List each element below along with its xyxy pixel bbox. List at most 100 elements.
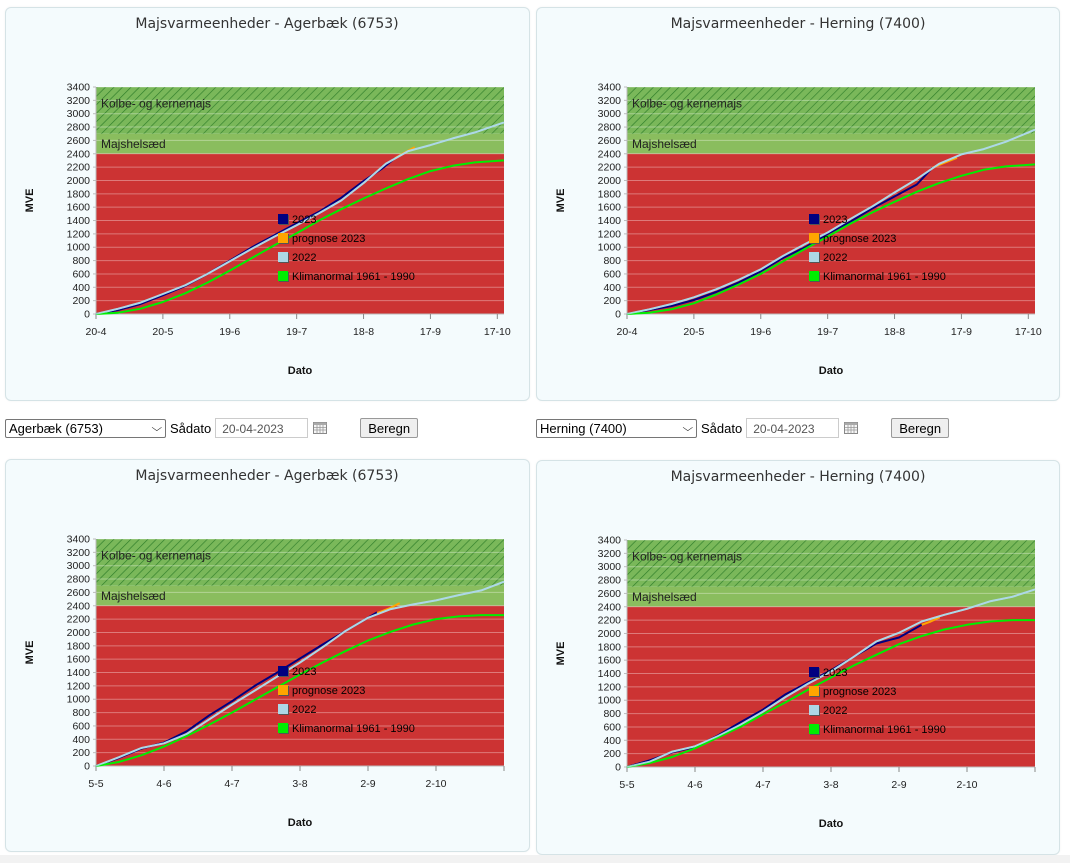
y-tick-label: 1400 [598,215,622,227]
y-tick-label: 800 [603,708,621,720]
y-tick-label: 200 [603,295,621,307]
legend-swatch [809,271,819,281]
legend-item: 2022 [278,704,316,716]
x-tick-label: 17-9 [420,326,441,338]
zone-band [627,606,1035,767]
y-tick-label: 1400 [67,667,91,679]
calculate-button[interactable]: Beregn [360,418,419,438]
y-tick-label: 2200 [598,162,622,174]
y-tick-label: 1600 [67,202,91,214]
y-tick-label: 1600 [598,655,622,667]
y-tick-label: 2600 [67,587,91,599]
y-tick-label: 600 [72,268,90,280]
legend-item: 2022 [809,252,847,264]
zone-label: Kolbe- og kernemajs [101,96,211,110]
controls-herning: Herning (7400) ⌵ Sådato 20-04-2023 Bereg… [536,417,950,439]
y-tick-label: 2600 [67,135,91,147]
legend-swatch [278,666,288,676]
legend-item: 2023 [278,666,316,678]
y-tick-label: 2400 [67,600,91,612]
y-tick-label: 2600 [598,135,622,147]
x-axis-title: Dato [288,365,313,377]
mve-chart-agerbaek-top: Majsvarmeenheder - Agerbæk (6753) Kolbe- … [24,16,511,377]
series-line-2023 [626,167,934,315]
legend-item: 2023 [809,667,847,679]
legend-item: prognose 2023 [809,686,896,698]
x-tick-label: 19-7 [286,326,307,338]
y-tick-label: 2800 [598,122,622,134]
chart-title: Majsvarmeenheder - Agerbæk (6753) [135,16,398,32]
calculate-button[interactable]: Beregn [891,418,950,438]
legend-swatch [278,271,288,281]
y-tick-label: 800 [72,707,90,719]
x-tick-label: 17-9 [951,326,972,338]
y-tick-label: 0 [84,761,90,773]
station-select[interactable]: Herning (7400) ⌵ [536,418,697,438]
legend-swatch [278,685,288,695]
y-tick-label: 3200 [67,95,91,107]
y-tick-label: 1000 [598,242,622,254]
legend-item: prognose 2023 [278,685,365,697]
legend-label: Klimanormal 1961 - 1990 [292,723,415,735]
x-tick-label: 4-6 [687,779,702,791]
x-tick-label: 3-8 [823,779,838,791]
series-line-2022-overlay [626,588,1036,768]
y-tick-label: 2000 [598,175,622,187]
legend-label: Klimanormal 1961 - 1990 [823,724,946,736]
y-tick-label: 600 [72,720,90,732]
y-tick-label: 1800 [67,640,91,652]
mve-chart-herning-top: Majsvarmeenheder - Herning (7400) Kolbe- … [555,16,1042,377]
legend-item: 2023 [809,214,847,226]
y-tick-label: 3200 [598,95,622,107]
y-tick-label: 3000 [67,560,91,572]
sadato-input[interactable]: 20-04-2023 [746,418,840,438]
legend-item: Klimanormal 1961 - 1990 [278,723,415,735]
x-tick-label: 20-4 [85,326,106,338]
y-tick-label: 3400 [67,534,91,546]
calendar-icon[interactable] [313,422,328,434]
legend-label: 2022 [823,705,847,717]
x-tick-label: 4-7 [755,779,770,791]
zone-label: Kolbe- og kernemajs [101,548,211,562]
zone-band [96,605,504,766]
sadato-input[interactable]: 20-04-2023 [215,418,309,438]
x-tick-label: 19-7 [817,326,838,338]
zone-hatch [627,540,1035,587]
station-select-value: Herning (7400) [540,420,627,436]
legend-label: 2023 [292,666,316,678]
zone-label: Majshelsæd [632,590,697,604]
station-select[interactable]: Agerbæk (6753) ⌵ [5,418,166,438]
sadato-label: Sådato [701,420,743,436]
chart-title: Majsvarmeenheder - Herning (7400) [671,16,926,32]
sadato-label: Sådato [170,420,212,436]
legend-item: 2023 [278,214,316,226]
station-select-value: Agerbæk (6753) [9,420,103,436]
legend-swatch [809,214,819,224]
y-tick-label: 1000 [67,242,91,254]
y-tick-label: 2000 [598,628,622,640]
x-tick-label: 20-5 [683,326,704,338]
series-line-2022-overlay [95,121,505,315]
y-tick-label: 3000 [598,561,622,573]
legend-swatch [278,233,288,243]
x-axis-title: Dato [819,818,844,830]
y-tick-label: 1800 [598,641,622,653]
legend-label: prognose 2023 [292,233,365,245]
legend-label: 2022 [823,252,847,264]
legend-swatch [278,704,288,714]
y-tick-label: 2400 [67,148,91,160]
controls-agerbaek: Agerbæk (6753) ⌵ Sådato 20-04-2023 Bereg… [5,417,419,439]
y-tick-label: 400 [72,282,90,294]
zone-label: Majshelsæd [632,137,697,151]
chart-card-herning-top: Majsvarmeenheder - Herning (7400) Kolbe- … [536,7,1060,401]
y-tick-label: 2200 [67,162,91,174]
y-tick-label: 200 [72,295,90,307]
calendar-icon[interactable] [844,422,859,434]
chevron-down-icon: ⌵ [151,422,163,434]
legend-item: 2022 [809,705,847,717]
y-tick-label: 1600 [598,202,622,214]
y-tick-label: 400 [72,734,90,746]
x-tick-label: 2-10 [956,779,977,791]
y-tick-label: 1200 [598,681,622,693]
chart-title: Majsvarmeenheder - Agerbæk (6753) [135,468,398,484]
